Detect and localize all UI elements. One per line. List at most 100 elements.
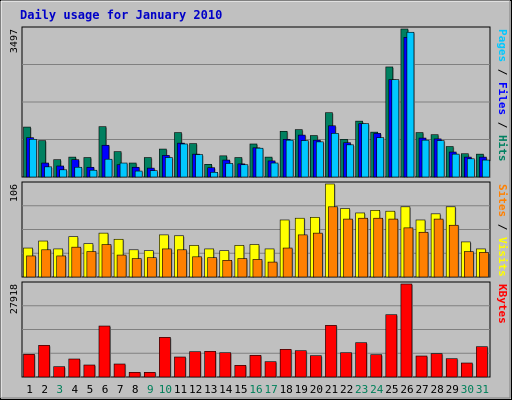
- bar-kbytes-day-4: [68, 358, 81, 378]
- bar-pages-day-29: [451, 153, 460, 178]
- bar-pages-day-19: [300, 140, 309, 178]
- bar-sites-day-24: [373, 217, 384, 278]
- day-label-30: 30: [461, 383, 474, 396]
- bar-pages-day-20: [316, 141, 324, 178]
- bar-kbytes-day-13: [204, 351, 216, 378]
- bar-sites-day-2: [41, 249, 51, 278]
- bar-kbytes-day-14: [219, 352, 232, 378]
- bar-kbytes-day-31: [476, 346, 488, 378]
- bar-sites-day-21: [328, 206, 338, 278]
- day-label-31: 31: [476, 383, 489, 396]
- bar-sites-day-22: [343, 218, 353, 278]
- day-label-29: 29: [446, 383, 459, 396]
- chart-panels: 3497 Pages / Files / Hits 106 Sites / Visit…: [9, 26, 509, 378]
- bar-pages-day-2: [44, 166, 52, 178]
- day-label-20: 20: [310, 383, 323, 396]
- bar-kbytes-day-29: [445, 358, 458, 378]
- day-label-3: 3: [56, 383, 63, 396]
- bar-pages-day-18: [285, 139, 294, 178]
- panel-kbytes-side-label: KBytes: [496, 284, 509, 324]
- bar-kbytes-day-1: [23, 354, 35, 378]
- day-label-28: 28: [431, 383, 444, 396]
- panel-visits: 106 Sites / Visits: [9, 181, 509, 278]
- day-label-14: 14: [219, 383, 233, 396]
- bar-pages-day-30: [467, 158, 475, 178]
- bar-kbytes-day-28: [430, 353, 443, 378]
- bar-pages-day-4: [74, 166, 83, 178]
- bar-kbytes-day-7: [113, 363, 126, 378]
- day-label-21: 21: [325, 383, 338, 396]
- bar-sites-day-28: [433, 218, 444, 278]
- bar-pages-day-11: [180, 143, 188, 178]
- bar-kbytes-day-30: [461, 362, 473, 378]
- bar-pages-day-5: [89, 169, 98, 178]
- day-label-16: 16: [249, 383, 262, 396]
- panel-visits-side-label-part-2: /: [496, 217, 509, 237]
- panel-hits-side-label-part-5: Hits: [496, 135, 509, 162]
- panel-kbytes: 27918 KBytes: [9, 281, 509, 378]
- day-label-13: 13: [204, 383, 217, 396]
- bar-pages-day-6: [104, 158, 113, 178]
- bar-kbytes-day-10: [159, 337, 171, 378]
- day-label-26: 26: [400, 383, 413, 396]
- day-label-8: 8: [132, 383, 139, 396]
- bar-sites-day-12: [192, 256, 202, 278]
- bar-pages-day-26: [406, 31, 415, 178]
- bar-sites-day-3: [56, 255, 66, 278]
- bar-sites-day-25: [388, 218, 399, 278]
- day-label-12: 12: [189, 383, 202, 396]
- bar-kbytes-day-22: [340, 352, 352, 378]
- day-label-9: 9: [147, 383, 154, 396]
- bar-pages-day-1: [29, 139, 37, 178]
- panel-kbytes-side-label-part-1: KBytes: [496, 284, 509, 324]
- bar-sites-day-7: [116, 254, 127, 278]
- bar-pages-day-9: [149, 170, 158, 178]
- bar-pages-day-17: [270, 162, 279, 178]
- bar-kbytes-day-5: [83, 364, 96, 378]
- panel-visits-side-label-part-3: Visits: [496, 237, 509, 277]
- bar-sites-day-14: [222, 260, 233, 278]
- bar-sites-day-27: [418, 231, 429, 278]
- bar-sites-day-20: [313, 232, 323, 278]
- bar-kbytes-day-18: [279, 349, 292, 378]
- bar-pages-day-10: [165, 157, 173, 178]
- bar-pages-day-21: [331, 133, 339, 178]
- bar-sites-day-11: [177, 249, 187, 278]
- bar-sites-day-23: [358, 217, 368, 278]
- day-label-15: 15: [234, 383, 247, 396]
- bar-kbytes-day-12: [189, 351, 201, 378]
- bar-pages-day-7: [119, 162, 128, 178]
- bar-pages-day-15: [240, 164, 249, 178]
- bar-sites-day-31: [479, 252, 489, 278]
- bar-sites-day-15: [237, 258, 248, 278]
- day-label-10: 10: [159, 383, 172, 396]
- bar-pages-day-22: [346, 144, 354, 178]
- bar-sites-day-19: [297, 234, 308, 278]
- chart-title: Daily usage for January 2010: [20, 8, 222, 22]
- bar-sites-day-13: [207, 257, 217, 278]
- bar-kbytes-day-15: [234, 365, 247, 378]
- bar-pages-day-16: [255, 147, 264, 178]
- bar-kbytes-day-24: [370, 354, 383, 378]
- bar-kbytes-day-21: [325, 325, 337, 378]
- bar-kbytes-day-23: [355, 342, 367, 378]
- bar-kbytes-day-16: [249, 355, 262, 378]
- day-label-27: 27: [415, 383, 428, 396]
- bar-sites-day-8: [131, 258, 142, 278]
- day-label-24: 24: [370, 383, 384, 396]
- bar-pages-day-8: [134, 170, 143, 178]
- bar-sites-day-6: [101, 244, 112, 278]
- day-label-2: 2: [41, 383, 48, 396]
- bar-sites-day-30: [464, 251, 474, 278]
- bar-pages-day-24: [376, 137, 385, 178]
- bar-kbytes-day-8: [128, 372, 141, 378]
- panel-kbytes-max-label: 27918: [9, 284, 20, 314]
- panel-visits-side-label-part-1: Sites: [496, 184, 509, 217]
- bar-sites-day-16: [252, 259, 263, 278]
- day-label-7: 7: [117, 383, 124, 396]
- bar-pages-day-13: [210, 172, 218, 178]
- panel-hits-max-label: 3497: [9, 29, 20, 53]
- panel-visits-max-label: 106: [9, 184, 20, 202]
- panel-visits-side-label: Sites / Visits: [496, 184, 509, 277]
